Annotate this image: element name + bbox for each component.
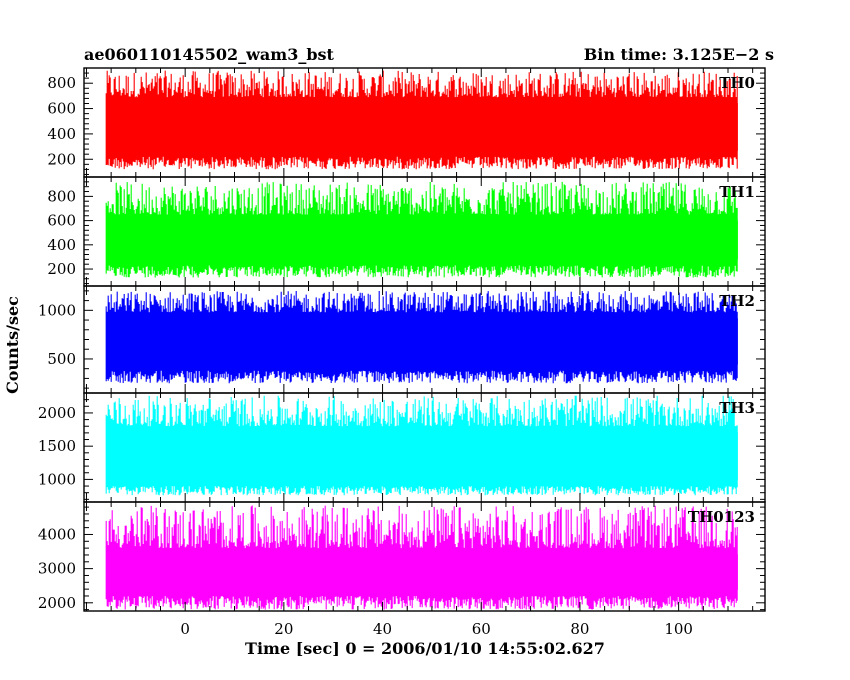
y-tick-label: 800 [47, 187, 76, 205]
y-tick-label: 1000 [38, 470, 76, 488]
x-tick-label: 40 [373, 620, 392, 638]
x-tick-label: 20 [274, 620, 293, 638]
x-tick-label: 100 [664, 620, 693, 638]
panel-label: TH3 [719, 399, 755, 417]
panel-label: TH2 [719, 292, 755, 310]
panel-label: TH1 [719, 183, 755, 201]
x-axis-label: Time [sec] 0 = 2006/01/10 14:55:02.627 [245, 639, 605, 658]
panel-th1: 200 400 600 800 TH1 [47, 176, 766, 287]
panel-label: TH0 [719, 74, 755, 92]
y-tick-label: 400 [47, 125, 76, 143]
series-line-th2 [105, 291, 738, 384]
x-tick-label: 60 [472, 620, 491, 638]
series-line-th0123 [105, 505, 738, 610]
series-line-th3 [105, 395, 738, 496]
panel-label: TH0123 [688, 508, 755, 526]
y-tick-label: 200 [47, 260, 76, 278]
y-tick-label: 1500 [38, 437, 76, 455]
x-tick-label: 0 [180, 620, 190, 638]
chart-title-left: ae060110145502_wam3_bst [84, 45, 335, 64]
chart-title-right: Bin time: 3.125E−2 s [584, 45, 774, 64]
y-tick-label: 2000 [38, 404, 76, 422]
y-tick-label: 200 [47, 150, 76, 168]
y-tick-label: 800 [47, 74, 76, 92]
y-tick-label: 4000 [38, 525, 76, 543]
panel-th0123: 2000 3000 4000 TH0123 [38, 501, 766, 612]
panel-th3: 1000 1500 2000 TH3 [38, 392, 766, 503]
panel-frame [83, 501, 766, 612]
y-tick-label: 400 [47, 236, 76, 254]
panel-th0: 200 400 600 800 TH0 [47, 67, 766, 178]
y-tick-label: 1000 [38, 301, 76, 319]
y-tick-label: 500 [47, 350, 76, 368]
panel-th2: 500 1000 TH2 [38, 285, 766, 394]
y-axis-label: Counts/sec [3, 296, 22, 394]
x-tick-label: 80 [570, 620, 589, 638]
y-tick-label: 600 [47, 100, 76, 118]
series-line-th1 [105, 181, 738, 278]
series-line-th0 [105, 70, 738, 170]
y-tick-label: 3000 [38, 560, 76, 578]
y-tick-label: 2000 [38, 594, 76, 612]
y-tick-label: 600 [47, 212, 76, 230]
